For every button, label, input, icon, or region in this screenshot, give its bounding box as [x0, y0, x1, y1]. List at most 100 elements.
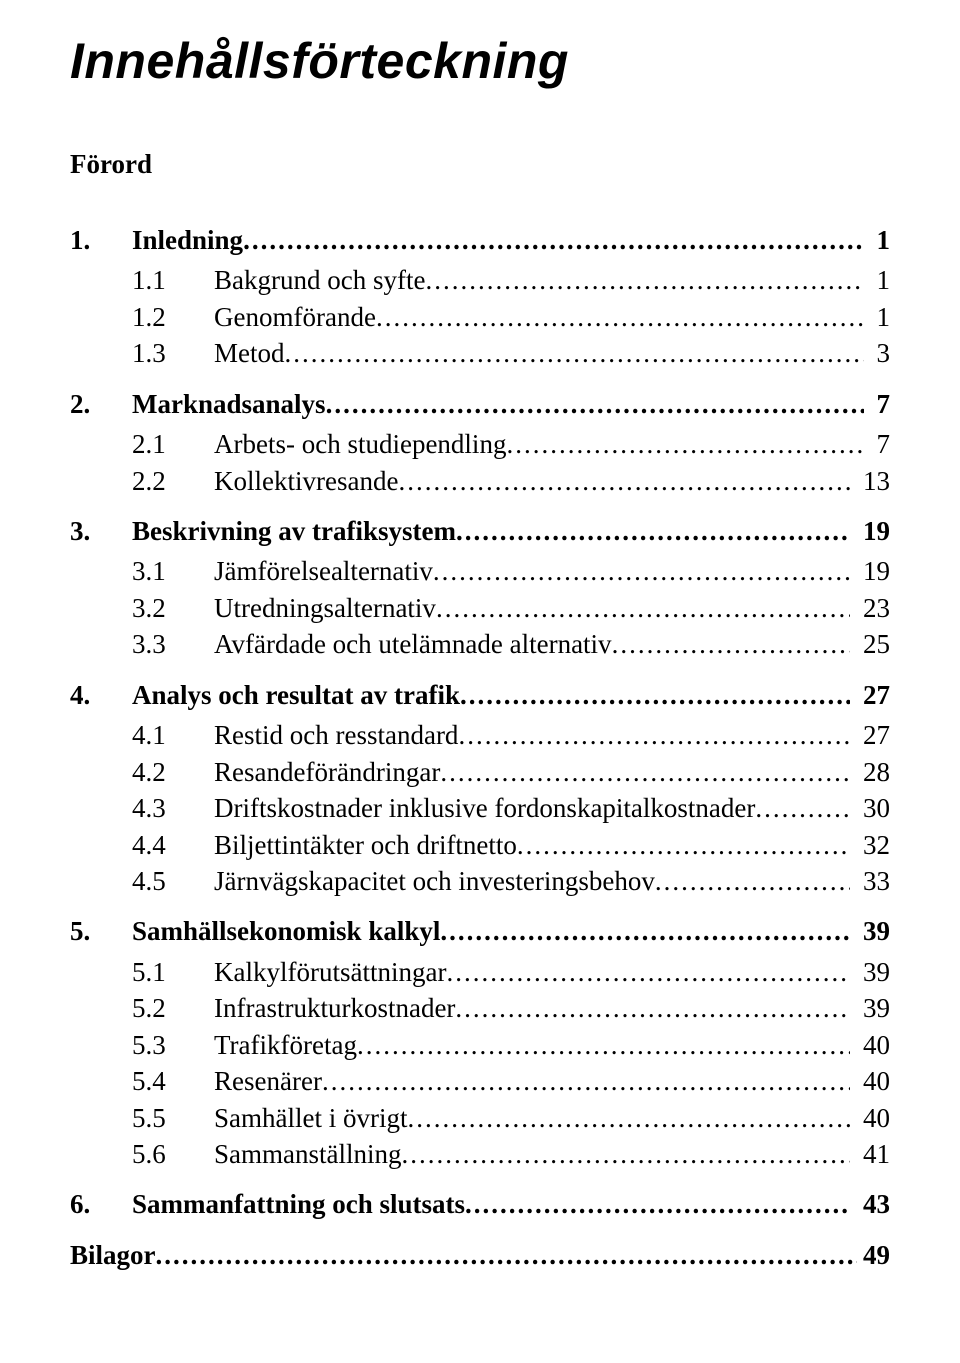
toc-page: 32	[850, 827, 890, 863]
toc-label: Biljettintäkter och driftnetto	[214, 827, 517, 863]
toc-leader	[398, 463, 850, 499]
toc-page: 40	[850, 1027, 890, 1063]
toc-label: Järnvägskapacitet och investeringsbehov	[214, 863, 655, 899]
toc-number: 5.1	[132, 954, 214, 990]
toc-entry: 5.3Trafikföretag 40	[132, 1027, 890, 1063]
toc-leader	[517, 827, 850, 863]
page-title: Innehållsförteckning	[70, 28, 890, 96]
toc-entry: 1.3Metod 3	[132, 335, 890, 371]
toc-entry: 1.Inledning 1	[70, 222, 890, 258]
toc-page: 39	[850, 990, 890, 1026]
toc-number: 4.4	[132, 827, 214, 863]
toc-page: 40	[850, 1063, 890, 1099]
toc-label: Sammanfattning och slutsats	[132, 1186, 465, 1222]
toc-number: 5.5	[132, 1100, 214, 1136]
toc-page: 27	[850, 677, 890, 713]
toc-leader	[440, 754, 850, 790]
toc-number: 3.2	[132, 590, 214, 626]
toc-leader	[357, 1027, 850, 1063]
toc-page: 13	[850, 463, 890, 499]
toc-entry: 2.Marknadsanalys 7	[70, 386, 890, 422]
toc-page: 43	[850, 1186, 890, 1222]
toc-label: Samhället i övrigt	[214, 1100, 407, 1136]
toc-leader	[455, 990, 850, 1026]
toc-page: 3	[864, 335, 890, 371]
toc-number: 4.	[70, 677, 132, 713]
toc-entry: 1.2Genomförande 1	[132, 299, 890, 335]
toc-leader	[156, 1237, 858, 1273]
toc-number: 1.2	[132, 299, 214, 335]
toc-leader	[446, 954, 850, 990]
toc-entry: 4.Analys och resultat av trafik 27	[70, 677, 890, 713]
toc-label: Jämförelsealternativ	[214, 553, 433, 589]
toc-number: 6.	[70, 1186, 132, 1222]
toc-number: 2.	[70, 386, 132, 422]
toc-label: Resandeförändringar	[214, 754, 440, 790]
toc-number: 4.3	[132, 790, 214, 826]
toc-leader	[440, 913, 850, 949]
toc-leader	[401, 1136, 850, 1172]
toc-leader	[655, 863, 850, 899]
toc-number: 3.1	[132, 553, 214, 589]
toc-entry: 4.2Resandeförändringar 28	[132, 754, 890, 790]
toc-number: 2.2	[132, 463, 214, 499]
toc-page: 30	[850, 790, 890, 826]
toc-label: Arbets- och studiependling	[214, 426, 506, 462]
toc-entry: 4.1Restid och resstandard 27	[132, 717, 890, 753]
toc-entry: 1.1Bakgrund och syfte 1	[132, 262, 890, 298]
toc-number: 2.1	[132, 426, 214, 462]
toc-entry: 2.2Kollektivresande 13	[132, 463, 890, 499]
toc-leader	[425, 262, 863, 298]
toc-entry: 3.2Utredningsalternativ 23	[132, 590, 890, 626]
toc-entry-bilagor: Bilagor 49	[70, 1237, 890, 1273]
toc-label: Samhällsekonomisk kalkyl	[132, 913, 440, 949]
toc-label: Trafikföretag	[214, 1027, 357, 1063]
toc-label: Kalkylförutsättningar	[214, 954, 446, 990]
toc-entry: 5.4Resenärer 40	[132, 1063, 890, 1099]
toc-number: 3.3	[132, 626, 214, 662]
toc-leader	[243, 222, 864, 258]
toc-page: 39	[850, 954, 890, 990]
toc-page: 25	[850, 626, 890, 662]
toc-entry: 5.Samhällsekonomisk kalkyl 39	[70, 913, 890, 949]
toc-leader	[285, 335, 864, 371]
toc-number: 1.3	[132, 335, 214, 371]
toc-number: 4.1	[132, 717, 214, 753]
toc-leader	[436, 590, 850, 626]
toc-page: 39	[850, 913, 890, 949]
toc-label: Inledning	[132, 222, 243, 258]
toc-label: Infrastrukturkostnader	[214, 990, 455, 1026]
toc-label: Avfärdade och utelämnade alternativ	[214, 626, 612, 662]
toc-page: 41	[850, 1136, 890, 1172]
toc-label: Driftskostnader inklusive fordonskapital…	[214, 790, 755, 826]
toc-label: Kollektivresande	[214, 463, 398, 499]
toc-page: 33	[850, 863, 890, 899]
toc-leader	[460, 677, 850, 713]
toc-page: 40	[850, 1100, 890, 1136]
toc-number: 3.	[70, 513, 132, 549]
toc-entry: 3.3Avfärdade och utelämnade alternativ 2…	[132, 626, 890, 662]
toc-number: 4.5	[132, 863, 214, 899]
toc-entry: 3.1Jämförelsealternativ 19	[132, 553, 890, 589]
toc-leader	[755, 790, 850, 826]
toc-leader	[506, 426, 863, 462]
toc-leader	[407, 1100, 850, 1136]
toc-page: 28	[850, 754, 890, 790]
toc-leader	[433, 553, 850, 589]
toc-label: Analys och resultat av trafik	[132, 677, 460, 713]
toc-page: 1	[864, 222, 890, 258]
toc-entry: 6.Sammanfattning och slutsats 43	[70, 1186, 890, 1222]
toc-page: 19	[850, 553, 890, 589]
toc-label: Marknadsanalys	[132, 386, 326, 422]
toc-label: Utredningsalternativ	[214, 590, 436, 626]
toc-leader	[322, 1063, 850, 1099]
toc-number: 1.	[70, 222, 132, 258]
toc-entry: 2.1Arbets- och studiependling 7	[132, 426, 890, 462]
toc-number: 5.3	[132, 1027, 214, 1063]
toc-number: 4.2	[132, 754, 214, 790]
toc-entry: 4.3Driftskostnader inklusive fordonskapi…	[132, 790, 890, 826]
toc-label: Genomförande	[214, 299, 376, 335]
toc-page: 19	[850, 513, 890, 549]
toc-label: Bilagor	[70, 1237, 156, 1273]
toc-leader	[326, 386, 864, 422]
